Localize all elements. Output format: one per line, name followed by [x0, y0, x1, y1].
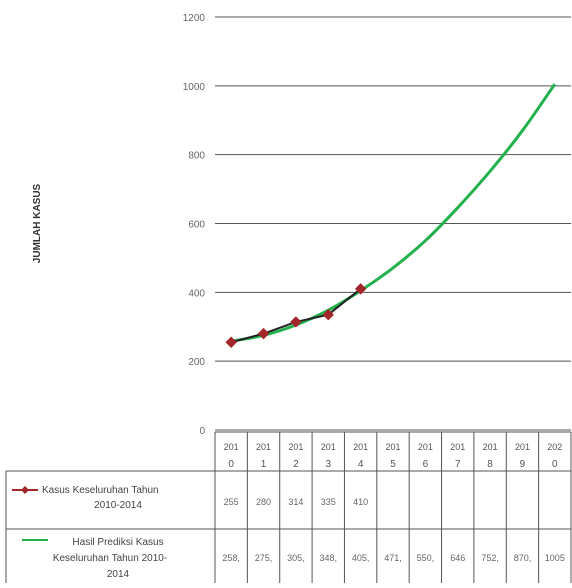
y-tick-label: 200 — [188, 357, 205, 368]
data-point-marker — [354, 283, 367, 295]
x-tick-label: 4 — [358, 459, 364, 470]
data-point-marker — [257, 327, 270, 340]
x-tick-label: 6 — [423, 459, 429, 470]
data-table-value: 752, — [481, 553, 499, 563]
legend-label-actual: 2010-2014 — [94, 500, 142, 511]
data-table-value: 255 — [224, 497, 239, 507]
x-tick-label: 201 — [353, 442, 368, 452]
x-tick-label: 2 — [293, 459, 299, 470]
x-tick-label: 0 — [228, 459, 234, 470]
x-tick-label: 201 — [450, 442, 465, 452]
x-tick-label: 201 — [288, 442, 303, 452]
data-table-value: 550, — [417, 553, 435, 563]
data-table-value: 305, — [287, 553, 305, 563]
x-tick-label: 8 — [487, 459, 493, 470]
data-table-value: 348, — [320, 553, 338, 563]
legend-marker-actual — [21, 486, 29, 494]
x-tick-label: 201 — [515, 442, 530, 452]
y-tick-label: 800 — [188, 151, 205, 162]
y-tick-label: 600 — [188, 220, 205, 231]
y-tick-label: 1000 — [183, 82, 206, 93]
data-table-value: 258, — [222, 553, 240, 563]
data-table-value: 335 — [321, 497, 336, 507]
data-table-value: 280 — [256, 497, 271, 507]
y-tick-label: 400 — [188, 288, 205, 299]
data-table-value: 410 — [353, 497, 368, 507]
data-point-marker — [225, 336, 237, 348]
x-tick-label: 9 — [520, 459, 526, 470]
x-tick-label: 1 — [261, 459, 267, 470]
data-table-value: 1005 — [545, 553, 565, 563]
legend-label-prediction: 2014 — [107, 569, 130, 580]
series-line-actual — [230, 288, 362, 344]
x-tick-label: 0 — [552, 459, 558, 470]
x-tick-label: 202 — [547, 442, 562, 452]
data-point-marker — [290, 316, 302, 328]
data-table-value: 870, — [514, 553, 532, 563]
data-table-value: 314 — [288, 497, 303, 507]
x-tick-label: 3 — [325, 459, 331, 470]
data-table-value: 405, — [352, 553, 370, 563]
legend-label-actual: Kasus Keseluruhan Tahun — [42, 485, 159, 496]
x-tick-label: 5 — [390, 459, 396, 470]
x-tick-label: 201 — [321, 442, 336, 452]
y-tick-label: 1200 — [183, 13, 206, 24]
x-tick-label: 7 — [455, 459, 461, 470]
y-tick-label: 0 — [199, 426, 205, 437]
data-table-value: 646 — [450, 553, 465, 563]
x-tick-label: 201 — [418, 442, 433, 452]
legend-label-prediction: Hasil Prediksi Kasus — [72, 537, 163, 548]
x-tick-label: 201 — [256, 442, 271, 452]
data-table-value: 275, — [255, 553, 273, 563]
series-line-prediction — [230, 83, 557, 343]
y-axis-title: JUMLAH KASUS — [32, 183, 43, 263]
legend-label-prediction: Keseluruhan Tahun 2010- — [53, 553, 167, 564]
x-tick-label: 201 — [483, 442, 498, 452]
x-tick-label: 201 — [385, 442, 400, 452]
x-tick-label: 201 — [224, 442, 239, 452]
data-table-value: 471, — [384, 553, 402, 563]
data-point-marker — [322, 308, 334, 321]
